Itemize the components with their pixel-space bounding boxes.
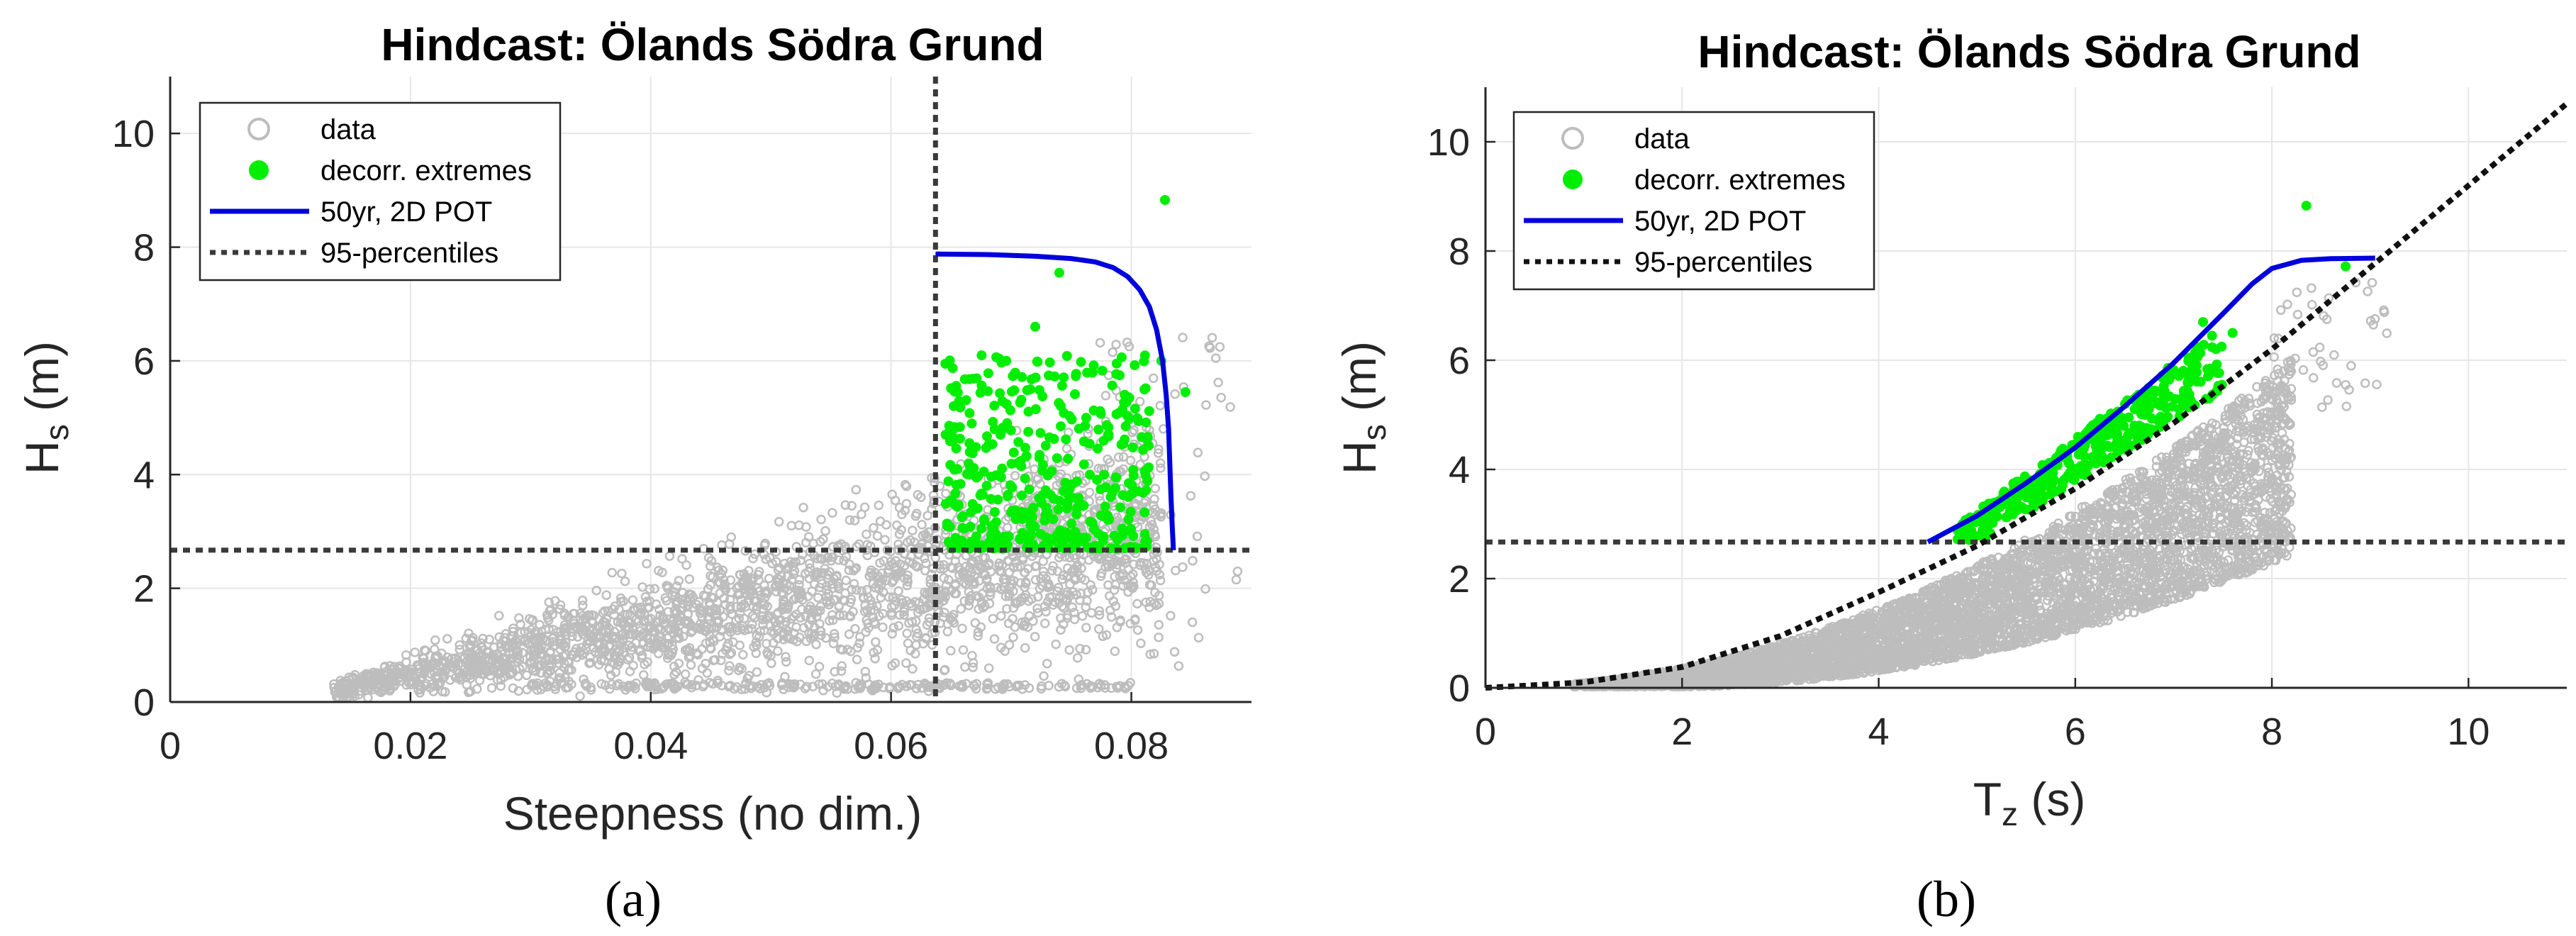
panel-a-legend-data-label: data xyxy=(320,114,377,145)
panel-b-x-label-unit: (s) xyxy=(2018,773,2085,825)
panel-b-y-axis-label: Hs (m) xyxy=(1333,341,1393,474)
panel-a-y-label-unit: (m) xyxy=(16,341,68,424)
panel-a-legend: data decorr. extremes 50yr, 2D POT 95-pe… xyxy=(199,101,562,282)
panel-a-title: Hindcast: Ölands Södra Grund xyxy=(381,19,1044,70)
panel-b-extreme-points xyxy=(1952,201,2351,545)
panel-a-percentile-lines xyxy=(170,77,1251,702)
panel-b-caption: (b) xyxy=(1917,871,1976,927)
panel-a-x-tick-labels: 0 0.02 0.04 0.06 0.08 xyxy=(160,725,1169,767)
pa-x-tick-label: 0 xyxy=(160,725,181,767)
panel-b-percentile-curve xyxy=(1485,101,2569,691)
pa-y-tick-label: 4 xyxy=(133,454,155,496)
panel-a-legend-extremes-label: decorr. extremes xyxy=(320,155,532,186)
pb-y-tick-label: 4 xyxy=(1449,449,1470,491)
pa-y-tick-label: 0 xyxy=(133,681,155,724)
panel-b-extremes-series xyxy=(1952,201,2351,545)
panel-a-extreme-points xyxy=(940,195,1191,554)
panel-a-legend-data-marker xyxy=(247,118,270,140)
panel-b-50yr-contour-line xyxy=(1927,255,2375,545)
pb-x-tick-label: 2 xyxy=(1671,711,1693,753)
panel-b-x-tick-labels: 0 2 4 6 8 10 xyxy=(1475,711,2489,753)
panel-a-x-axis-label: Steepness (no dim.) xyxy=(503,787,922,840)
panel-b-caption-text: (b) xyxy=(1917,871,1976,927)
panel-a-y-tick-labels: 0 2 4 6 8 10 xyxy=(112,113,155,724)
pa-y-tick-label: 2 xyxy=(133,568,155,611)
panel-b: Hindcast: Ölands Södra Grund 0 2 4 6 8 10 0 2 4… xyxy=(1333,26,2569,927)
pb-y-tick-label: 6 xyxy=(1449,340,1470,382)
panel-b-legend-extremes-label: decorr. extremes xyxy=(1634,165,1846,196)
pa-y-tick-label: 8 xyxy=(133,227,155,269)
panel-b-data-series xyxy=(1569,277,2392,692)
panel-a-caption: (a) xyxy=(605,871,662,927)
panel-a-axes xyxy=(169,77,1251,703)
pb-y-tick-label: 10 xyxy=(1427,121,1470,164)
panel-b-y-tick-labels: 0 2 4 6 8 10 xyxy=(1427,121,1470,710)
pb-y-tick-label: 2 xyxy=(1449,558,1470,601)
panel-b-legend-percentile-label: 95-percentiles xyxy=(1634,247,1812,278)
panel-a-legend-contour-label: 50yr, 2D POT xyxy=(320,196,492,228)
pb-x-tick-label: 10 xyxy=(2447,711,2489,753)
panel-b-x-axis-label: Tz (s) xyxy=(1973,773,2086,832)
panel-b-legend-extremes-marker xyxy=(1563,169,1583,189)
pa-y-tick-label: 10 xyxy=(112,113,155,155)
panel-b-y-label-main: H xyxy=(1333,440,1385,474)
panel-a-legend-percentile-label: 95-percentiles xyxy=(320,238,498,269)
panel-b-data-points xyxy=(1569,277,2392,692)
panel-b-legend: data decorr. extremes 50yr, 2D POT 95-pe… xyxy=(1512,111,1875,291)
panel-a-data-points xyxy=(329,333,1243,703)
panel-b-axes xyxy=(1484,87,2567,689)
pb-x-tick-label: 0 xyxy=(1475,711,1496,753)
panel-a-y-label-sub: s xyxy=(38,424,75,440)
panel-b-y-label-unit: (m) xyxy=(1333,341,1385,424)
panel-a-50yr-contour-line xyxy=(935,251,1176,551)
panel-a-legend-extremes-marker xyxy=(249,160,269,180)
panel-b-x-label-sub: z xyxy=(2002,796,2018,832)
pa-y-tick-label: 6 xyxy=(133,340,155,383)
pa-x-tick-label: 0.04 xyxy=(613,725,688,767)
panel-a-y-label-main: H xyxy=(16,440,68,474)
panel-b-legend-data-marker xyxy=(1561,127,1584,150)
pa-x-tick-label: 0.02 xyxy=(373,725,447,767)
panel-b-title: Hindcast: Ölands Södra Grund xyxy=(1697,26,2360,77)
panel-a-data-series xyxy=(329,333,1243,703)
panel-a-caption-text: (a) xyxy=(605,871,662,927)
pa-x-tick-label: 0.08 xyxy=(1094,725,1169,767)
panel-b-legend-contour-label: 50yr, 2D POT xyxy=(1634,206,1806,237)
pb-y-tick-label: 8 xyxy=(1449,230,1470,273)
panel-a-y-axis-label: Hs (m) xyxy=(16,341,75,474)
pb-x-tick-label: 4 xyxy=(1868,711,1890,753)
panel-b-y-label-sub: s xyxy=(1356,424,1393,440)
pb-x-tick-label: 8 xyxy=(2261,711,2282,753)
pb-y-tick-label: 0 xyxy=(1449,667,1470,710)
panel-a: Hindcast: Ölands Södra Grund 0 0.02 0.04 0.… xyxy=(16,19,1251,927)
pb-x-tick-label: 6 xyxy=(2065,711,2086,753)
panel-b-x-label-main: T xyxy=(1973,773,2002,825)
panel-b-legend-data-label: data xyxy=(1634,123,1690,155)
pa-x-tick-label: 0.06 xyxy=(854,725,928,767)
panel-a-extremes-series xyxy=(940,195,1191,554)
